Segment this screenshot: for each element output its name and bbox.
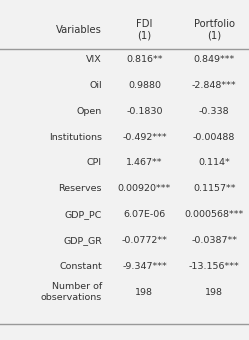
Text: 0.114*: 0.114* (198, 158, 230, 167)
Text: -2.848***: -2.848*** (192, 81, 237, 90)
Text: Institutions: Institutions (49, 133, 102, 141)
Text: 0.9880: 0.9880 (128, 81, 161, 90)
Text: -0.1830: -0.1830 (126, 107, 163, 116)
Text: -0.338: -0.338 (199, 107, 229, 116)
Text: GDP_GR: GDP_GR (63, 236, 102, 245)
Text: 0.000568***: 0.000568*** (185, 210, 244, 219)
Text: Oil: Oil (89, 81, 102, 90)
Text: Variables: Variables (56, 25, 102, 35)
Text: 198: 198 (205, 288, 223, 296)
Text: 1.467**: 1.467** (126, 158, 163, 167)
Text: Portfolio
(1): Portfolio (1) (194, 19, 235, 41)
Text: Open: Open (77, 107, 102, 116)
Text: -0.00488: -0.00488 (193, 133, 235, 141)
Text: Reserves: Reserves (59, 184, 102, 193)
Text: -0.0387**: -0.0387** (191, 236, 237, 245)
Text: 0.00920***: 0.00920*** (118, 184, 171, 193)
Text: VIX: VIX (86, 55, 102, 64)
Text: 6.07E-06: 6.07E-06 (123, 210, 166, 219)
Text: 0.1157**: 0.1157** (193, 184, 235, 193)
Text: FDI
(1): FDI (1) (136, 19, 153, 41)
Text: 0.849***: 0.849*** (193, 55, 235, 64)
Text: CPI: CPI (87, 158, 102, 167)
Text: GDP_PC: GDP_PC (65, 210, 102, 219)
Text: -9.347***: -9.347*** (122, 262, 167, 271)
Text: -0.0772**: -0.0772** (122, 236, 167, 245)
Text: Constant: Constant (59, 262, 102, 271)
Text: Number of
observations: Number of observations (41, 282, 102, 302)
Text: -0.492***: -0.492*** (122, 133, 167, 141)
Text: 0.816**: 0.816** (126, 55, 163, 64)
Text: 198: 198 (135, 288, 153, 296)
Text: -13.156***: -13.156*** (189, 262, 240, 271)
